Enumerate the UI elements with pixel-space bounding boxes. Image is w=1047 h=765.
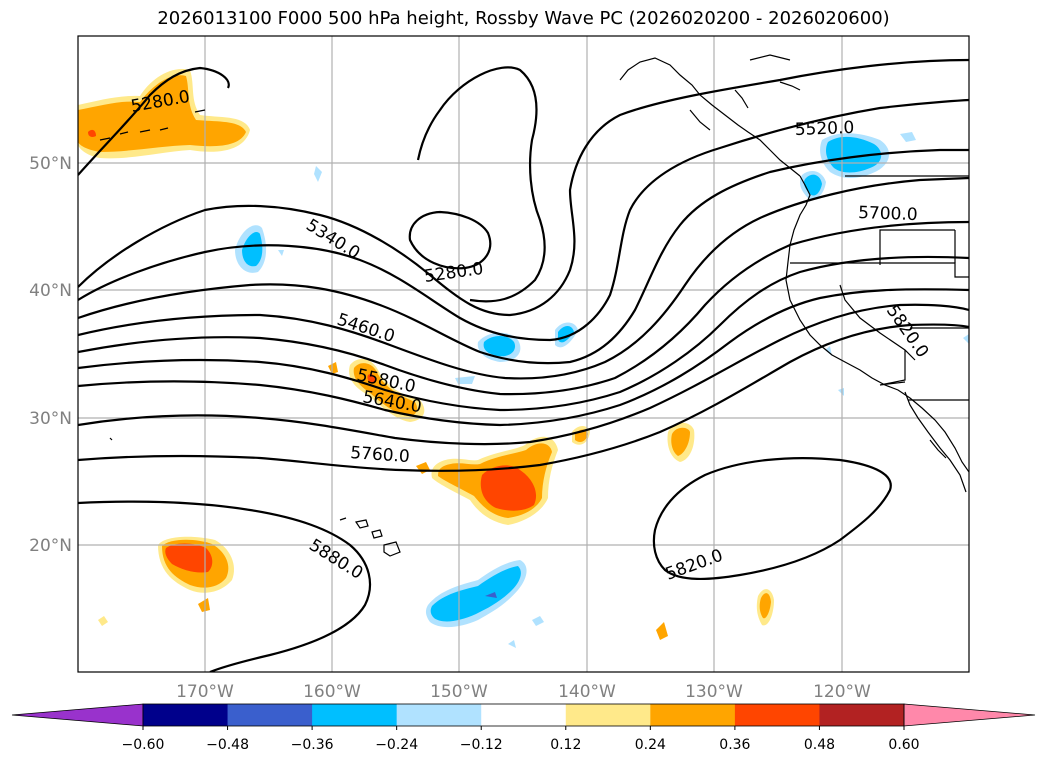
- colorbar-tick-label: 0.24: [635, 737, 666, 753]
- colorbar-tick-label: 0.60: [888, 737, 919, 753]
- latitude-labels: 50°N 40°N 30°N 20°N: [29, 154, 72, 556]
- colorbar-tick-label: 0.12: [550, 737, 581, 753]
- colorbar-tick-label: −0.24: [375, 737, 418, 753]
- lon-label: 140°W: [558, 682, 616, 702]
- colorbar-segment: [734, 704, 820, 726]
- colorbar-segment: [143, 704, 229, 726]
- colorbar-segment: [481, 704, 567, 726]
- colorbar-segment: [227, 704, 313, 726]
- anomaly-shading: [78, 69, 969, 648]
- colorbar-tick-label: −0.36: [291, 737, 334, 753]
- colorbar-tick-label: 0.48: [804, 737, 835, 753]
- colorbar-segment: [650, 704, 736, 726]
- coastlines: [99, 54, 969, 557]
- colorbar-segment: [565, 704, 651, 726]
- map-frame: [77, 35, 970, 673]
- lat-label: 50°N: [29, 154, 72, 174]
- contour-label: 5760.0: [350, 443, 411, 467]
- lon-label: 160°W: [303, 682, 361, 702]
- colorbar: −0.60 −0.48 −0.36 −0.24 −0.12 0.12 0.24 0.36 0.4…: [11, 703, 1036, 753]
- contour-label: 5700.0: [858, 203, 918, 225]
- lat-label: 40°N: [29, 281, 72, 301]
- colorbar-extend-high: [903, 703, 1036, 727]
- colorbar-tick-label: 0.36: [719, 737, 750, 753]
- colorbar-segment: [312, 704, 398, 726]
- lon-label: 170°W: [176, 682, 234, 702]
- lon-label: 150°W: [430, 682, 488, 702]
- chart-title: 2026013100 F000 500 hPa height, Rossby W…: [157, 8, 890, 29]
- longitude-labels: 170°W 160°W 150°W 140°W 130°W 120°W: [176, 682, 871, 702]
- contour-label: 5520.0: [794, 118, 854, 140]
- lat-label: 20°N: [29, 536, 72, 556]
- height-contours: [78, 58, 969, 672]
- colorbar-segment: [819, 704, 905, 726]
- colorbar-tick-label: −0.12: [460, 737, 503, 753]
- lon-label: 120°W: [813, 682, 871, 702]
- colorbar-tick-label: −0.48: [206, 737, 249, 753]
- colorbar-frame: [142, 703, 905, 727]
- lat-label: 30°N: [29, 409, 72, 429]
- colorbar-tick-label: −0.60: [122, 737, 165, 753]
- colorbar-extend-low: [11, 703, 144, 727]
- lon-label: 130°W: [685, 682, 743, 702]
- gridlines: [78, 36, 969, 672]
- colorbar-segment: [396, 704, 482, 726]
